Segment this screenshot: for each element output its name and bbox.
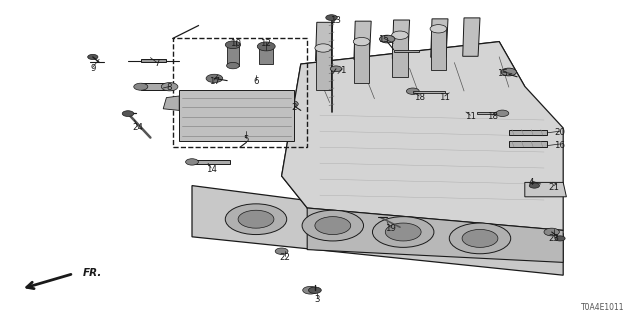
Text: 2: 2 <box>292 103 297 112</box>
Text: 10: 10 <box>230 39 241 48</box>
Polygon shape <box>413 91 445 93</box>
Circle shape <box>353 37 370 46</box>
Polygon shape <box>282 42 563 230</box>
Circle shape <box>380 35 395 43</box>
Text: 15: 15 <box>497 69 508 78</box>
Text: T0A4E1011: T0A4E1011 <box>580 303 624 312</box>
Text: 6: 6 <box>253 77 259 86</box>
Polygon shape <box>163 96 179 110</box>
Text: 24: 24 <box>132 124 143 132</box>
Text: 1: 1 <box>340 66 345 75</box>
Text: 16: 16 <box>554 141 566 150</box>
Circle shape <box>161 83 178 91</box>
Text: 11: 11 <box>439 93 451 102</box>
Text: 12: 12 <box>260 39 271 48</box>
Text: 19: 19 <box>385 224 396 233</box>
Polygon shape <box>316 22 333 61</box>
Polygon shape <box>141 83 173 90</box>
Circle shape <box>122 111 134 116</box>
Polygon shape <box>301 42 525 109</box>
Text: 18: 18 <box>487 112 499 121</box>
Polygon shape <box>354 21 371 60</box>
Text: 4: 4 <box>529 178 534 187</box>
Text: 20: 20 <box>554 128 566 137</box>
Circle shape <box>303 286 318 294</box>
Polygon shape <box>179 90 294 141</box>
Polygon shape <box>307 208 563 262</box>
Polygon shape <box>282 64 333 208</box>
Polygon shape <box>509 130 547 135</box>
Polygon shape <box>192 160 230 164</box>
Polygon shape <box>141 59 166 62</box>
Polygon shape <box>192 186 563 275</box>
Circle shape <box>284 100 298 108</box>
Text: 22: 22 <box>279 253 291 262</box>
Circle shape <box>544 228 559 236</box>
Text: 7: 7 <box>154 60 159 68</box>
Circle shape <box>186 159 198 165</box>
Text: FR.: FR. <box>83 268 102 278</box>
Circle shape <box>275 248 288 254</box>
Text: 15: 15 <box>378 36 390 44</box>
Circle shape <box>330 66 342 72</box>
Bar <box>392 35 408 77</box>
Polygon shape <box>392 20 410 58</box>
Circle shape <box>206 74 223 83</box>
Circle shape <box>501 68 516 76</box>
Circle shape <box>496 110 509 116</box>
Text: 5: 5 <box>244 135 249 144</box>
Text: 9: 9 <box>90 64 95 73</box>
Circle shape <box>406 88 419 94</box>
Polygon shape <box>509 141 547 147</box>
Circle shape <box>392 31 408 39</box>
Circle shape <box>134 83 148 90</box>
Circle shape <box>372 217 434 247</box>
Circle shape <box>430 25 447 33</box>
Circle shape <box>227 62 239 69</box>
Circle shape <box>385 223 421 241</box>
Text: 11: 11 <box>465 112 476 121</box>
Polygon shape <box>431 19 448 57</box>
Text: 3: 3 <box>314 295 319 304</box>
Circle shape <box>308 287 321 293</box>
Circle shape <box>238 210 274 228</box>
Bar <box>431 29 446 70</box>
Circle shape <box>315 217 351 235</box>
Circle shape <box>225 41 241 49</box>
Circle shape <box>555 236 565 241</box>
Polygon shape <box>394 50 419 52</box>
Circle shape <box>529 183 540 188</box>
Circle shape <box>326 15 337 20</box>
Circle shape <box>315 44 332 52</box>
Text: 13: 13 <box>330 16 342 25</box>
Bar <box>259 48 273 64</box>
Bar <box>227 46 239 66</box>
Polygon shape <box>463 18 480 56</box>
Polygon shape <box>477 112 506 114</box>
Circle shape <box>257 42 275 51</box>
Text: 8: 8 <box>167 84 172 92</box>
Text: 17: 17 <box>209 77 220 86</box>
Circle shape <box>88 54 98 60</box>
Text: 21: 21 <box>548 183 559 192</box>
Bar <box>316 48 331 90</box>
Circle shape <box>302 210 364 241</box>
Circle shape <box>462 229 498 247</box>
Text: 23: 23 <box>548 234 559 243</box>
Circle shape <box>449 223 511 254</box>
Bar <box>354 42 369 83</box>
Text: 14: 14 <box>205 165 217 174</box>
Circle shape <box>225 204 287 235</box>
Polygon shape <box>525 182 566 197</box>
Text: 18: 18 <box>413 93 425 102</box>
